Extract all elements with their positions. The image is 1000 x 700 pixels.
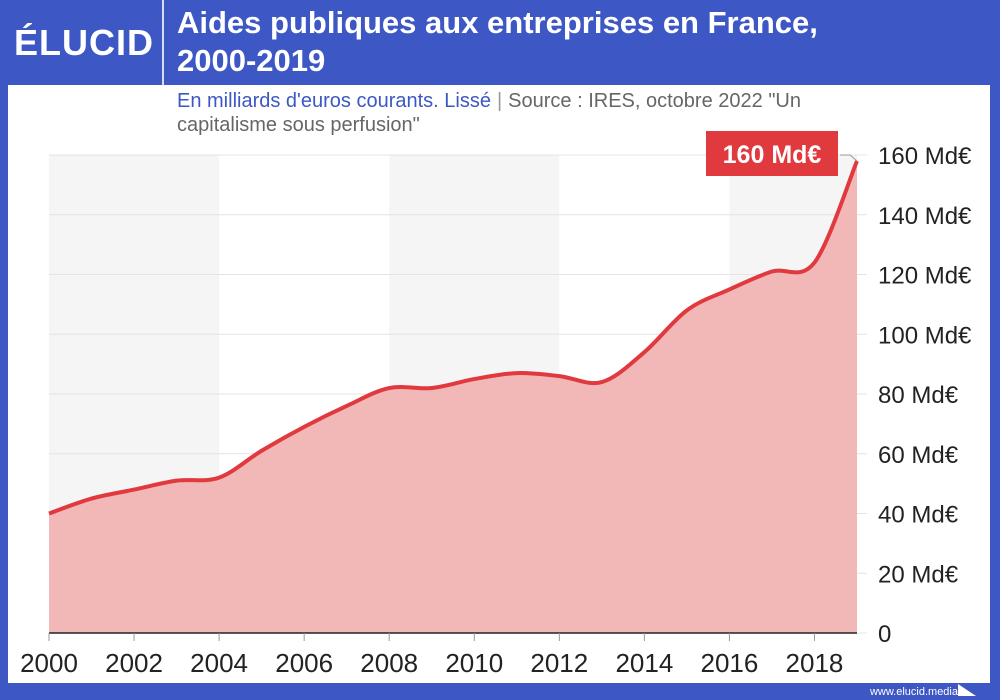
unit-note: En milliards d'euros courants. Lissé — [177, 90, 491, 112]
x-tick-label: 2018 — [786, 648, 844, 678]
x-tick-label: 2014 — [615, 648, 673, 678]
annotation-leader — [840, 154, 858, 162]
x-tick-label: 2002 — [105, 648, 163, 678]
x-tick-label: 2008 — [360, 648, 418, 678]
x-tick-label: 2000 — [20, 648, 78, 678]
y-tick-label: 60 Md€ — [878, 442, 959, 469]
separator: | — [496, 90, 503, 112]
y-tick-label: 100 Md€ — [878, 322, 972, 349]
flag-icon — [958, 684, 976, 696]
y-tick-label: 140 Md€ — [878, 203, 972, 230]
chart-title: Aides publiques aux entreprises en Franc… — [177, 4, 818, 80]
footer-url[interactable]: www.elucid.media — [869, 686, 958, 698]
annotation-box — [706, 131, 838, 176]
x-tick-label: 2016 — [700, 648, 758, 678]
x-tick-label: 2004 — [190, 648, 248, 678]
source-note: Source : IRES, octobre 2022 "Un capitali… — [177, 90, 801, 136]
area-fill — [49, 160, 857, 633]
x-tick-label: 2012 — [530, 648, 588, 678]
y-tick-label: 120 Md€ — [878, 263, 972, 290]
annotation-label: 160 Md€ — [723, 141, 822, 169]
title-line-2: 2000-2019 — [177, 43, 326, 78]
series-line — [48, 160, 859, 516]
y-tick-label: 0 — [878, 621, 891, 648]
y-tick-label: 20 Md€ — [878, 561, 959, 588]
x-tick-label: 2010 — [445, 648, 503, 678]
title-line-1: Aides publiques aux entreprises en Franc… — [177, 5, 818, 40]
x-tick-label: 2006 — [275, 648, 333, 678]
y-tick-label: 160 Md€ — [878, 143, 972, 170]
chart-subtitle: En milliards d'euros courants. Lissé | Sou… — [177, 89, 877, 137]
y-tick-label: 80 Md€ — [878, 382, 959, 409]
header-divider — [162, 0, 164, 85]
elucid-logo: ÉLUCID — [14, 22, 154, 63]
y-tick-label: 40 Md€ — [878, 502, 959, 529]
